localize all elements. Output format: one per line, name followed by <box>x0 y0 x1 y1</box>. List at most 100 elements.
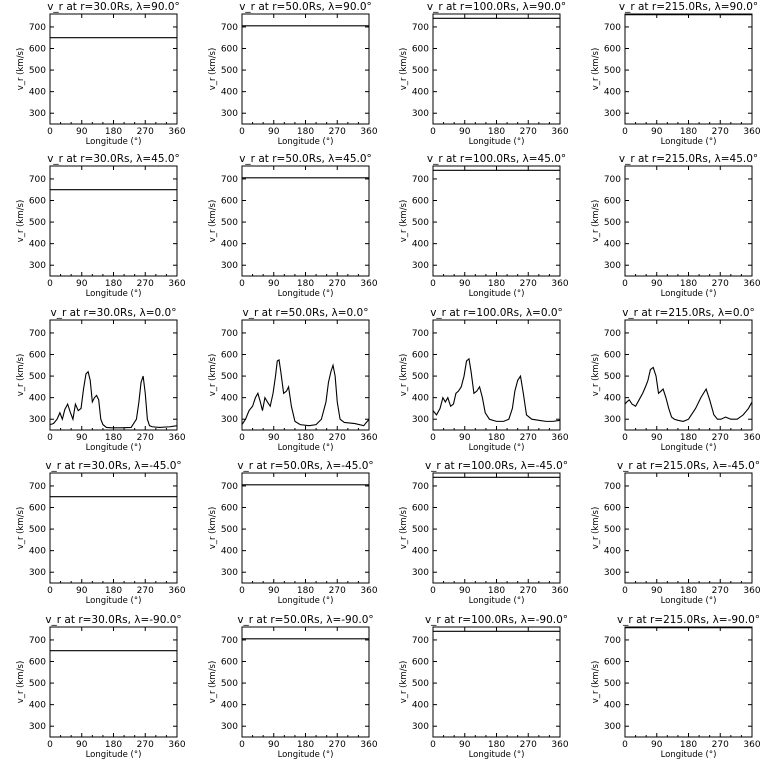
y-tick-label: 400 <box>29 394 46 404</box>
x-tick-label: 180 <box>105 740 122 750</box>
y-tick-label: 700 <box>412 482 429 492</box>
x-tick-label: 360 <box>551 279 568 289</box>
plot-frame <box>624 626 753 738</box>
x-tick-label: 360 <box>743 279 760 289</box>
x-axis-label: Longitude (°) <box>661 596 717 606</box>
x-tick-label: 90 <box>268 279 280 289</box>
x-axis-label: Longitude (°) <box>278 289 334 299</box>
x-tick-label: 0 <box>622 740 628 750</box>
y-tick-label: 400 <box>412 88 429 98</box>
x-tick-label: 360 <box>360 586 377 596</box>
speed-series-line <box>49 370 178 429</box>
x-tick-label: 90 <box>268 586 280 596</box>
y-tick-label: 500 <box>29 525 46 535</box>
x-tick-label: 180 <box>297 586 314 596</box>
panel-title: v_r at r=215.0Rs, λ=45.0° <box>619 153 758 165</box>
x-tick-label: 360 <box>168 127 185 137</box>
x-tick-label: 180 <box>680 740 697 750</box>
y-tick-label: 500 <box>221 66 238 76</box>
y-tick-label: 700 <box>604 482 621 492</box>
x-tick-label: 90 <box>459 433 471 443</box>
plot-frame <box>241 13 370 125</box>
speed-series-line <box>624 366 753 422</box>
plot-frame <box>624 165 753 277</box>
y-tick-label: 300 <box>604 415 621 425</box>
y-tick-label: 600 <box>29 45 46 55</box>
y-tick-label: 700 <box>412 636 429 646</box>
y-tick-label: 500 <box>221 525 238 535</box>
plot-frame <box>241 472 370 584</box>
panel-10: v_r at r=50.0Rs, λ=0.0° 0 90 180 270 360 300 40… <box>208 307 378 453</box>
y-tick-label: 700 <box>221 175 238 185</box>
y-axis-label: v_r (km/s) <box>591 507 601 550</box>
y-tick-label: 600 <box>412 504 429 514</box>
y-axis-label: v_r (km/s) <box>399 661 409 704</box>
x-tick-label: 270 <box>137 127 154 137</box>
y-tick-label: 600 <box>29 197 46 207</box>
x-tick-label: 90 <box>268 127 280 137</box>
panel-4: v_r at r=215.0Rs, λ=90.0° 0 90 180 270 360 300… <box>591 1 761 147</box>
panel-title: v_r at r=50.0Rs, λ=-45.0° <box>237 460 373 472</box>
x-axis-label: Longitude (°) <box>469 443 525 453</box>
y-tick-label: 500 <box>412 66 429 76</box>
x-tick-label: 270 <box>329 279 346 289</box>
panel-11: v_r at r=100.0Rs, λ=0.0° 0 90 180 270 360 300 4… <box>399 307 569 453</box>
x-tick-label: 0 <box>47 127 53 137</box>
x-tick-label: 360 <box>551 127 568 137</box>
y-tick-label: 500 <box>604 372 621 382</box>
plot-frame <box>49 165 178 277</box>
y-tick-label: 300 <box>221 261 238 271</box>
x-axis-label: Longitude (°) <box>469 750 525 760</box>
y-tick-label: 400 <box>412 547 429 557</box>
x-tick-label: 0 <box>430 740 436 750</box>
x-tick-label: 180 <box>297 740 314 750</box>
y-tick-label: 700 <box>412 23 429 33</box>
y-tick-label: 400 <box>221 240 238 250</box>
y-tick-label: 700 <box>221 329 238 339</box>
panel-title: v_r at r=215.0Rs, λ=90.0° <box>619 1 758 13</box>
plot-frame <box>49 13 178 125</box>
x-tick-label: 270 <box>137 433 154 443</box>
x-tick-label: 90 <box>76 586 88 596</box>
plot-frame <box>624 13 753 125</box>
y-tick-label: 500 <box>29 372 46 382</box>
y-tick-label: 300 <box>29 109 46 119</box>
plot-frame <box>241 626 370 738</box>
x-tick-label: 0 <box>47 279 53 289</box>
panel-8: v_r at r=215.0Rs, λ=45.0° 0 90 180 270 360 300… <box>591 153 761 299</box>
panel-5: v_r at r=30.0Rs, λ=45.0° 0 90 180 270 360 300 4… <box>16 153 186 299</box>
plot-frame <box>624 472 753 584</box>
panel-3: v_r at r=100.0Rs, λ=90.0° 0 90 180 270 360 300… <box>399 1 569 147</box>
y-tick-label: 400 <box>604 240 621 250</box>
x-axis-label: Longitude (°) <box>278 596 334 606</box>
x-tick-label: 360 <box>551 586 568 596</box>
y-axis-label: v_r (km/s) <box>399 507 409 550</box>
x-axis-label: Longitude (°) <box>469 596 525 606</box>
x-tick-label: 180 <box>297 127 314 137</box>
y-tick-label: 700 <box>29 636 46 646</box>
x-axis-label: Longitude (°) <box>278 443 334 453</box>
y-tick-label: 300 <box>221 415 238 425</box>
y-tick-label: 400 <box>604 701 621 711</box>
y-tick-label: 300 <box>412 568 429 578</box>
x-tick-label: 360 <box>743 433 760 443</box>
y-axis-label: v_r (km/s) <box>208 354 218 397</box>
x-tick-label: 180 <box>105 433 122 443</box>
panel-16: v_r at r=215.0Rs, λ=-45.0° 0 90 180 270 360 30… <box>591 460 761 606</box>
y-tick-label: 600 <box>221 504 238 514</box>
y-tick-label: 300 <box>412 722 429 732</box>
x-tick-label: 90 <box>268 740 280 750</box>
y-tick-label: 700 <box>604 329 621 339</box>
y-tick-label: 400 <box>604 394 621 404</box>
y-tick-label: 500 <box>29 66 46 76</box>
x-tick-label: 0 <box>622 127 628 137</box>
y-axis-label: v_r (km/s) <box>591 48 601 91</box>
x-tick-label: 0 <box>430 586 436 596</box>
x-tick-label: 270 <box>712 433 729 443</box>
x-tick-label: 270 <box>712 740 729 750</box>
y-tick-label: 600 <box>604 45 621 55</box>
panel-1: v_r at r=30.0Rs, λ=90.0° 0 90 180 270 360 300 4… <box>16 1 186 147</box>
y-tick-label: 300 <box>29 261 46 271</box>
x-axis-label: Longitude (°) <box>86 137 142 147</box>
